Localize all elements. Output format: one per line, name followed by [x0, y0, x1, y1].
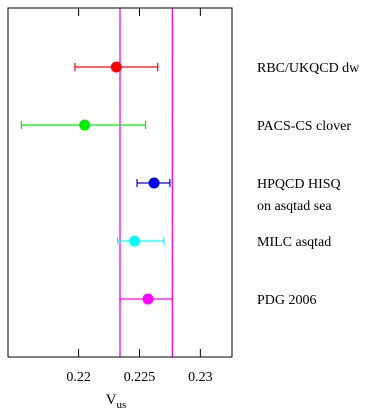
x-tick-label: 0.22 — [66, 370, 91, 385]
series-point-2 — [136, 177, 171, 189]
series-label-line: HPQCD HISQ — [257, 177, 341, 192]
series-label: PDG 2006 — [257, 293, 317, 308]
data-points — [20, 61, 173, 305]
data-point — [129, 235, 141, 247]
data-point — [110, 61, 122, 73]
series-label: PACS-CS clover — [257, 119, 351, 134]
data-point — [148, 177, 160, 189]
x-tick-label: 0.23 — [188, 370, 213, 385]
series-label: HPQCD HISQ on asqtad sea — [257, 177, 341, 214]
x-tick-label: 0.225 — [124, 370, 156, 385]
series-point-4 — [119, 293, 173, 305]
x-axis-label-subscript: us — [117, 399, 127, 411]
series-point-0 — [74, 61, 159, 73]
series-point-1 — [20, 119, 147, 131]
series-label: RBC/UKQCD dw — [257, 61, 360, 76]
series-labels: RBC/UKQCD dw PACS-CS clover HPQCD HISQ on a… — [257, 61, 360, 308]
data-point — [79, 119, 91, 131]
series-label-line: RBC/UKQCD dw — [257, 61, 360, 76]
series-label-line: PACS-CS clover — [257, 119, 351, 134]
x-axis-label: Vus — [106, 392, 127, 411]
x-axis-label-main: V — [106, 392, 117, 408]
series-label-line: PDG 2006 — [257, 293, 317, 308]
series-label: MILC asqtad — [257, 235, 331, 250]
series-point-3 — [116, 235, 165, 247]
series-label-line: MILC asqtad — [257, 235, 331, 250]
x-ticks: 0.22 0.225 0.23 — [66, 8, 213, 385]
plot-frame — [7, 7, 233, 358]
series-label-line: on asqtad sea — [257, 199, 332, 214]
data-point — [142, 293, 154, 305]
